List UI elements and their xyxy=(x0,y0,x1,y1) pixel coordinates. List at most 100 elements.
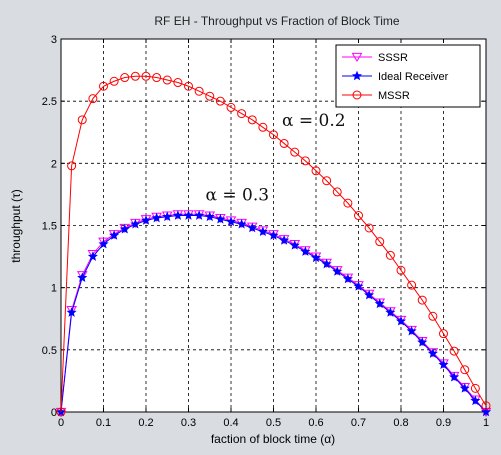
data-point xyxy=(204,211,215,222)
x-axis-label: faction of block time (α) xyxy=(211,432,335,446)
data-point xyxy=(151,212,162,223)
legend-entry: MSSR xyxy=(342,90,410,102)
legend-entry: SSSR xyxy=(342,52,408,64)
data-point xyxy=(99,81,108,91)
data-point xyxy=(183,210,194,220)
data-point xyxy=(417,295,427,305)
data-point xyxy=(236,218,247,229)
chart-title: RF EH - Throughput vs Fraction of Block … xyxy=(154,14,400,28)
data-point xyxy=(172,210,183,220)
data-point xyxy=(332,266,343,276)
data-point xyxy=(130,218,141,229)
plot-frame xyxy=(60,38,487,413)
series-mssr xyxy=(56,71,491,417)
data-point xyxy=(417,337,428,347)
data-point xyxy=(247,115,257,125)
data-point xyxy=(385,250,395,260)
data-point xyxy=(332,187,342,197)
data-point xyxy=(215,213,226,224)
data-point xyxy=(396,265,406,275)
legend-marker xyxy=(351,70,363,81)
data-point xyxy=(98,238,109,249)
y-axis-label: throughput (τ) xyxy=(9,189,23,262)
data-point xyxy=(375,237,385,247)
data-point xyxy=(300,246,311,256)
annotation-label: α = 0.2 xyxy=(282,111,346,131)
x-tick-label: 0.5 xyxy=(266,417,281,429)
data-point xyxy=(77,272,88,283)
data-point xyxy=(481,401,491,411)
data-point xyxy=(76,271,88,281)
data-point xyxy=(322,176,332,186)
data-point xyxy=(225,216,237,227)
x-tick-label: 0.7 xyxy=(351,417,366,429)
data-point xyxy=(449,371,460,382)
annotations: α = 0.2 α = 0.3 xyxy=(206,111,346,206)
data-point xyxy=(343,198,353,208)
y-tick-label: 0 xyxy=(51,407,57,419)
data-point xyxy=(438,359,449,370)
x-tick-label: 0.2 xyxy=(138,417,153,429)
data-point xyxy=(258,122,268,132)
legend-marker xyxy=(352,90,362,100)
data-point xyxy=(289,240,300,250)
y-tick-label: 1.5 xyxy=(42,221,57,233)
data-point xyxy=(109,76,119,86)
data-point xyxy=(87,251,98,261)
x-tick-label: 0.6 xyxy=(308,417,323,429)
data-point xyxy=(67,161,77,171)
data-point xyxy=(480,406,492,417)
data-point xyxy=(257,226,268,237)
annotation-label: α = 0.3 xyxy=(206,186,270,206)
legend-entry: Ideal Receiver xyxy=(342,70,449,83)
data-point xyxy=(66,305,77,316)
data-point xyxy=(470,383,480,393)
data-point xyxy=(364,289,375,300)
legend-marker xyxy=(351,52,363,63)
y-tick-label: 0.5 xyxy=(42,345,57,357)
y-tick-label: 1 xyxy=(51,283,57,295)
data-point xyxy=(427,348,438,358)
data-point xyxy=(247,222,258,233)
data-point xyxy=(205,91,215,101)
data-point xyxy=(321,258,332,269)
data-point xyxy=(279,138,289,148)
data-point xyxy=(407,280,417,290)
data-point xyxy=(226,102,236,112)
legend-label: SSSR xyxy=(378,52,408,64)
data-point xyxy=(268,230,279,240)
data-point xyxy=(140,215,152,225)
data-point xyxy=(66,307,77,317)
x-tick-label: 0.4 xyxy=(223,417,238,429)
data-point xyxy=(459,383,470,393)
data-point xyxy=(162,211,173,222)
data-point xyxy=(119,223,130,234)
data-point xyxy=(310,252,322,263)
data-point xyxy=(109,230,120,240)
legend-label: Ideal Receiver xyxy=(378,71,449,83)
data-point xyxy=(88,94,98,104)
data-point xyxy=(269,130,278,140)
data-point xyxy=(353,281,364,291)
data-point xyxy=(162,75,172,85)
data-point xyxy=(364,223,374,233)
legend: SSSR Ideal Receiver MSSR xyxy=(335,44,481,108)
data-point xyxy=(311,166,321,176)
data-point xyxy=(279,235,290,245)
y-tick-label: 2.5 xyxy=(42,96,57,108)
x-tick-label: 1 xyxy=(483,417,489,429)
data-point xyxy=(406,325,417,336)
data-point xyxy=(141,71,151,81)
series-ideal-receiver xyxy=(55,210,492,417)
data-point xyxy=(374,298,385,309)
data-point xyxy=(194,86,204,96)
data-point xyxy=(184,81,193,91)
data-point xyxy=(215,96,225,106)
data-point xyxy=(439,329,448,339)
data-point xyxy=(300,156,310,166)
data-point xyxy=(237,109,247,119)
series-layer xyxy=(55,71,492,418)
data-point xyxy=(152,73,162,83)
data-point xyxy=(395,315,407,326)
